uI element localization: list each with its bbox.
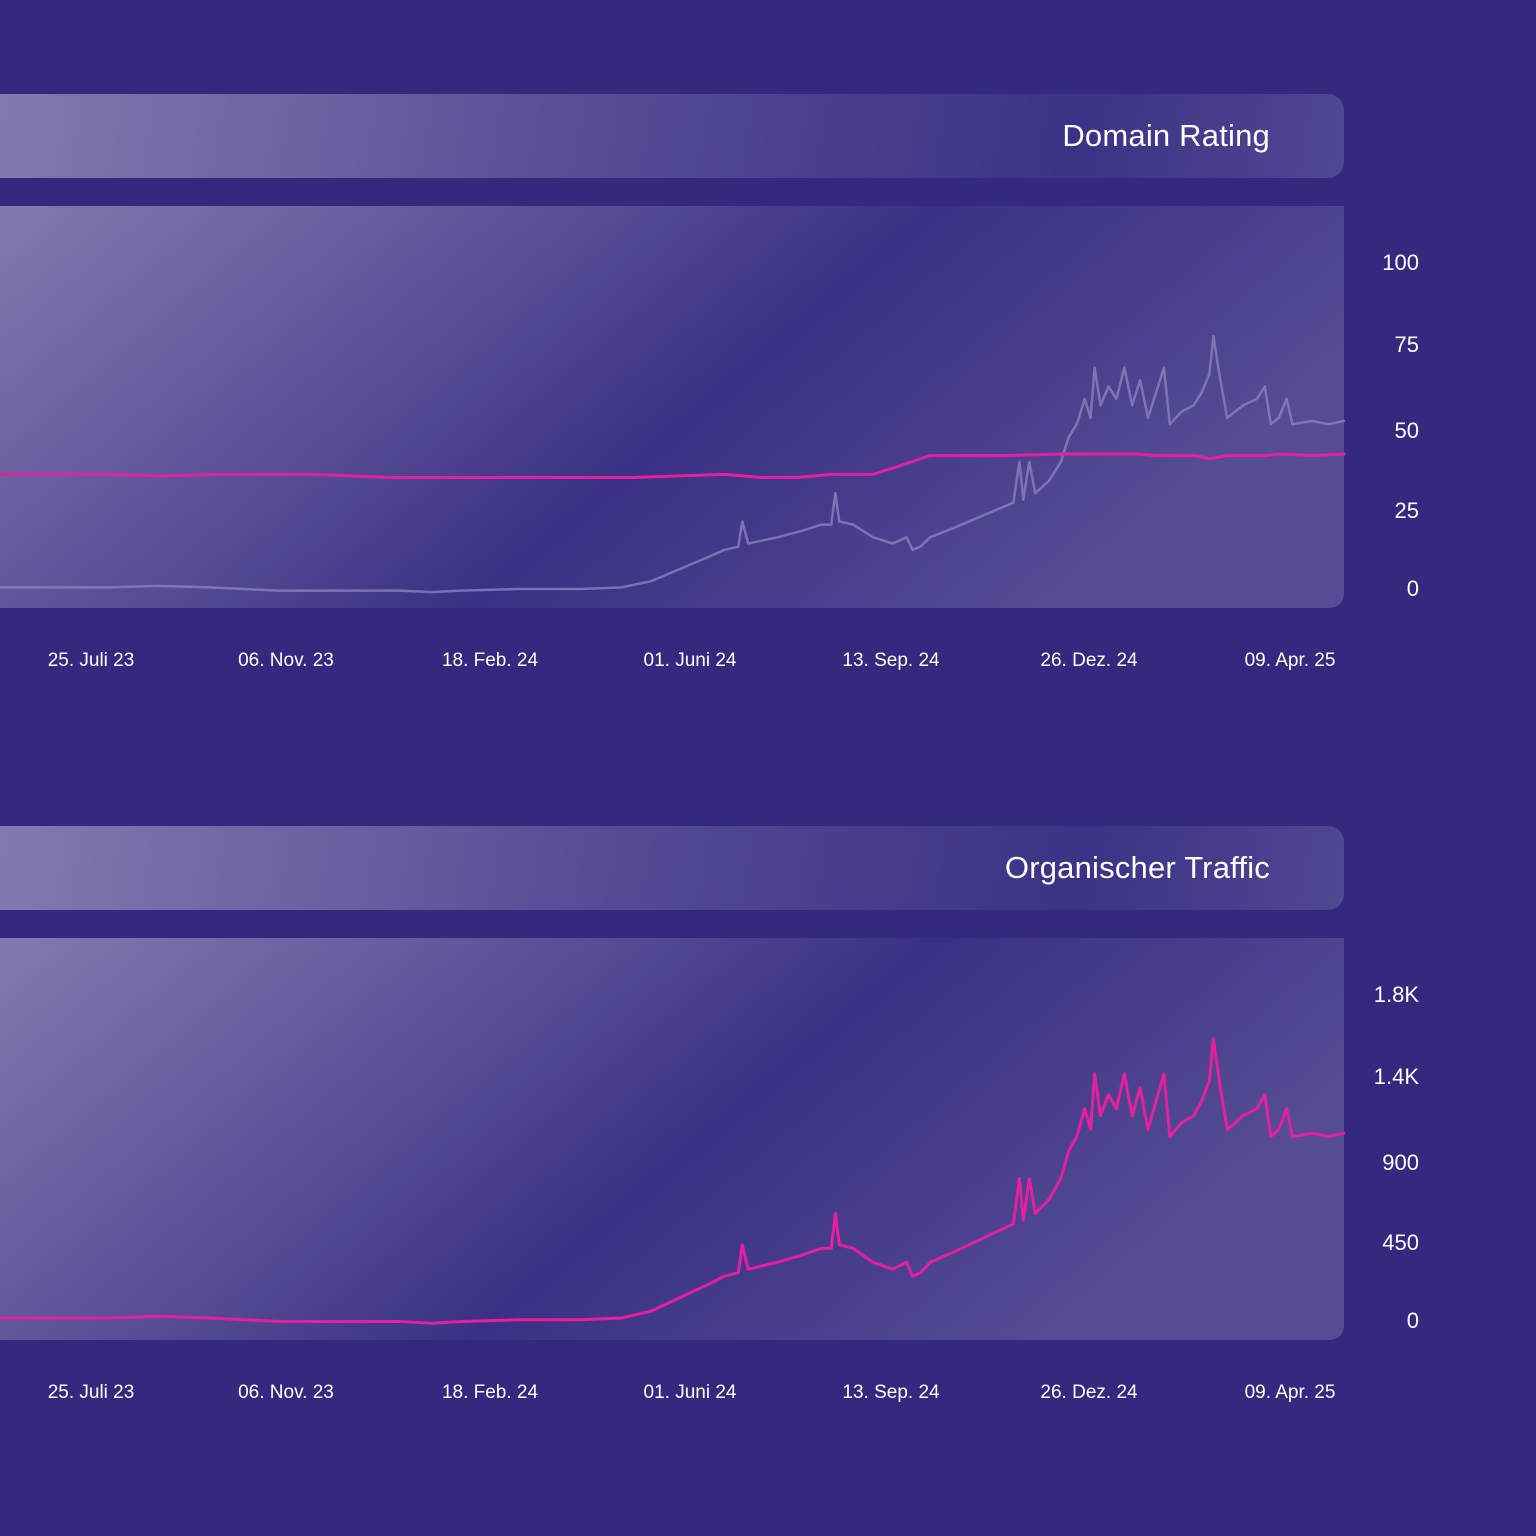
x-tick-label: 18. Feb. 24 [442,1382,539,1403]
y-tick-label: 100 [1382,250,1419,275]
chart-title: Domain Rating [1062,118,1270,153]
x-tick-label: 09. Apr. 25 [1245,650,1336,671]
x-tick-label: 06. Nov. 23 [238,1382,334,1403]
plot-area [0,938,1344,1340]
x-tick-label: 06. Nov. 23 [238,650,334,671]
organic-traffic-chart: 1.8K 1.4K 900 450 0 25. Juli 23 06. Nov. 23 18.… [0,938,1458,1403]
x-tick-label: 13. Sep. 24 [842,1382,940,1403]
x-tick-label: 26. Dez. 24 [1040,650,1138,671]
x-tick-label: 13. Sep. 24 [842,650,940,671]
y-tick-label: 1.8K [1374,982,1420,1007]
y-tick-label: 0 [1407,1308,1419,1333]
x-tick-label: 09. Apr. 25 [1245,1382,1336,1403]
series-line-primary [0,452,1346,479]
y-tick-label: 50 [1395,418,1419,443]
chart-title: Organischer Traffic [1004,850,1270,885]
x-tick-label: 01. Juni 24 [644,1382,737,1403]
domain-rating-title-bar: Domain Rating [0,94,1344,178]
y-tick-label: 25 [1395,498,1419,523]
y-tick-label: 1.4K [1374,1064,1420,1089]
y-tick-label: 900 [1382,1150,1419,1175]
domain-rating-chart: 100 75 50 25 0 25. Juli 23 06. Nov. 23 18. Feb.… [0,206,1458,671]
series-line-secondary [0,334,1346,594]
series-line-primary [0,1037,1346,1325]
organic-traffic-title-bar: Organischer Traffic [0,826,1344,910]
y-tick-label: 75 [1395,332,1419,357]
x-tick-label: 18. Feb. 24 [442,650,539,671]
plot-area [0,206,1344,608]
x-tick-label: 26. Dez. 24 [1040,1382,1138,1403]
x-tick-label: 25. Juli 23 [48,1382,135,1403]
y-tick-label: 450 [1382,1230,1419,1255]
x-tick-label: 25. Juli 23 [48,650,135,671]
y-tick-label: 0 [1407,576,1419,601]
x-tick-label: 01. Juni 24 [644,650,737,671]
